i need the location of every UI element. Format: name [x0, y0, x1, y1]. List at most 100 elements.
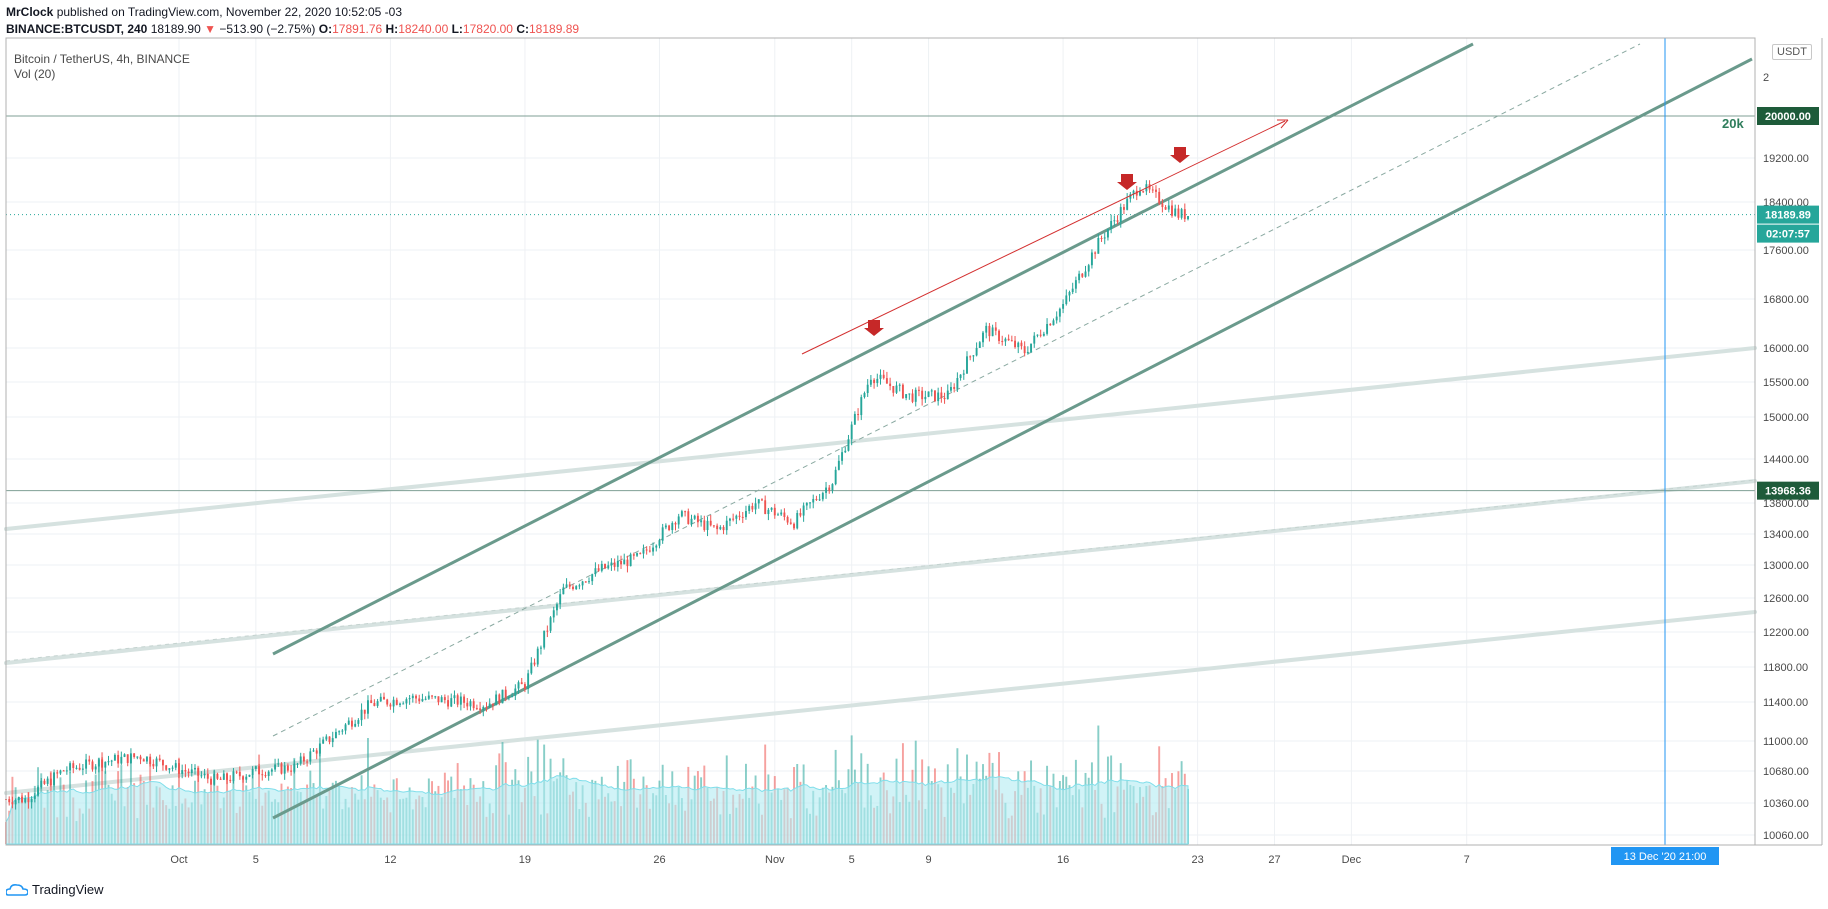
candle-body: [427, 695, 430, 699]
candle-body: [216, 773, 219, 779]
candle-body: [834, 469, 837, 485]
candle-body: [168, 768, 171, 770]
candle-body: [933, 390, 936, 402]
candle-body: [885, 378, 888, 384]
candle-body: [450, 698, 453, 707]
candle-body: [876, 378, 879, 384]
candle-body: [466, 702, 469, 707]
candle-body: [309, 751, 312, 762]
candle-body: [735, 515, 738, 519]
candle-body: [402, 703, 405, 705]
candle-body: [286, 765, 289, 771]
candle-body: [210, 778, 212, 785]
open-value: 17891.76: [332, 22, 383, 36]
time-tick-label: 12: [384, 854, 396, 866]
candle-body: [431, 695, 433, 697]
candle-body: [847, 439, 850, 451]
candle-body: [376, 701, 379, 706]
candle-body: [1135, 190, 1138, 196]
candle-body: [178, 763, 180, 774]
candle-body: [469, 701, 472, 707]
candle-body: [139, 756, 142, 760]
candle-body: [575, 586, 578, 590]
candle-body: [745, 511, 747, 518]
candle-body: [482, 706, 485, 710]
candle-body: [572, 586, 574, 590]
candle-body: [81, 768, 84, 770]
legend-volume[interactable]: Vol (20): [14, 67, 56, 81]
candle-body: [757, 499, 760, 504]
legend-title[interactable]: Bitcoin / TetherUS, 4h, BINANCE: [14, 52, 190, 66]
candle-body: [206, 773, 209, 779]
candle-body: [1081, 273, 1084, 277]
candle-body: [908, 393, 911, 395]
candle-body: [604, 563, 606, 569]
candle-body: [998, 330, 1000, 342]
candle-body: [1046, 323, 1049, 334]
candle-body: [129, 753, 132, 763]
candle-body: [117, 754, 120, 764]
tradingview-logo[interactable]: TradingView: [6, 882, 104, 897]
candle-body: [728, 518, 731, 521]
candle-body: [293, 763, 296, 772]
candle-body: [463, 696, 466, 703]
author-name[interactable]: MrClock: [6, 5, 54, 19]
level-20000-label: 20000.00: [1765, 111, 1811, 123]
candle-body: [1058, 308, 1061, 317]
candle-body: [283, 765, 286, 774]
candle-body: [722, 526, 725, 531]
candle-body: [453, 695, 456, 699]
candle-body: [328, 736, 331, 743]
candle-body: [853, 413, 856, 425]
candle-body: [101, 759, 104, 768]
candle-body: [53, 772, 56, 786]
candle-body: [69, 763, 72, 771]
candle-body: [546, 630, 549, 632]
candle-body: [85, 759, 88, 769]
candle-body: [11, 802, 14, 805]
candle-body: [648, 550, 651, 552]
candle-body: [562, 587, 565, 595]
candle-body: [491, 703, 494, 706]
candle-body: [917, 389, 920, 391]
candle-body: [251, 768, 254, 775]
candle-body: [165, 765, 168, 770]
candle-body: [174, 763, 177, 768]
candle-body: [828, 487, 831, 491]
price-tick-label: 11000.00: [1763, 736, 1808, 748]
currency-button[interactable]: USDT: [1772, 44, 1812, 60]
candle-body: [1062, 304, 1065, 309]
candle-body: [334, 731, 337, 739]
candle-body: [716, 525, 719, 530]
candle-body: [889, 383, 892, 387]
candle-body: [123, 754, 126, 757]
candle-body: [386, 699, 389, 705]
price-tick-label: 16800.00: [1763, 294, 1809, 306]
candle-body: [245, 776, 248, 780]
faint-trendline: [4, 346, 1757, 531]
candle-body: [229, 779, 232, 782]
candle-body: [389, 704, 392, 707]
time-tick-label: 9: [925, 854, 931, 866]
candle-body: [200, 775, 203, 777]
channel-mid-line: [272, 43, 1641, 737]
candle-body: [331, 738, 334, 743]
candle-body: [383, 696, 385, 700]
candle-body: [440, 697, 443, 703]
candle-body: [1090, 252, 1093, 266]
price-tick-label: 15500.00: [1763, 377, 1809, 389]
high-value: 18240.00: [398, 22, 449, 36]
candle-body: [770, 507, 773, 510]
candle-body: [277, 763, 280, 765]
candle-body: [120, 756, 123, 764]
candle-body: [1052, 320, 1055, 326]
candle-body: [149, 756, 152, 765]
candle-body: [927, 391, 930, 397]
candle-body: [392, 699, 395, 707]
candle-body: [953, 387, 956, 389]
candle-body: [937, 392, 940, 402]
candle-body: [142, 759, 145, 762]
candle-body: [530, 662, 533, 674]
candle-body: [712, 525, 715, 527]
